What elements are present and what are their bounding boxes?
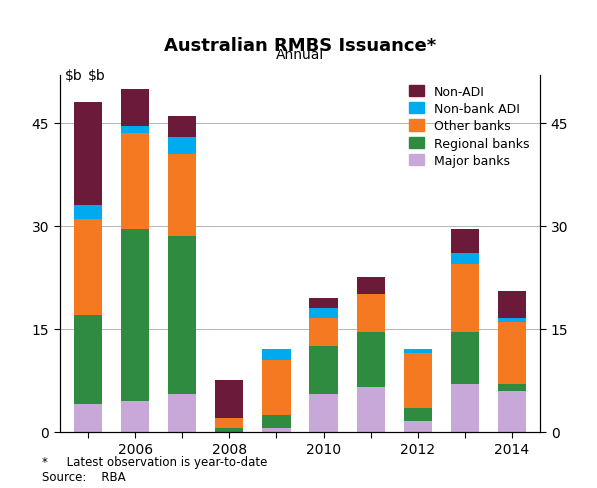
Bar (309, 308, 338, 319)
Bar (309, 319, 338, 346)
Bar (356, 387, 385, 432)
Bar (451, 230, 479, 254)
Bar (215, 418, 244, 428)
Bar (404, 353, 432, 408)
Bar (168, 117, 196, 137)
Text: Source:    RBA: Source: RBA (42, 470, 125, 483)
Bar (168, 137, 196, 154)
Text: $b: $b (64, 68, 82, 82)
Bar (215, 428, 244, 432)
Bar (498, 291, 526, 319)
Bar (121, 230, 149, 401)
Text: *     Latest observation is year-to-date: * Latest observation is year-to-date (42, 455, 267, 468)
Bar (262, 415, 291, 428)
Bar (262, 360, 291, 415)
Bar (74, 405, 102, 432)
Bar (74, 220, 102, 315)
Bar (498, 322, 526, 384)
Bar (356, 332, 385, 387)
Bar (356, 295, 385, 332)
Bar (498, 319, 526, 322)
Bar (121, 134, 149, 230)
Bar (404, 350, 432, 353)
Bar (74, 315, 102, 405)
Bar (404, 422, 432, 432)
Bar (168, 394, 196, 432)
Title: Australian RMBS Issuance*: Australian RMBS Issuance* (164, 37, 436, 55)
Bar (215, 381, 244, 418)
Bar (74, 206, 102, 220)
Bar (356, 278, 385, 295)
Bar (451, 332, 479, 384)
Bar (404, 408, 432, 422)
Bar (309, 346, 338, 394)
Bar (451, 384, 479, 432)
Bar (498, 384, 526, 391)
Bar (121, 401, 149, 432)
Bar (451, 254, 479, 264)
Bar (121, 89, 149, 127)
Bar (121, 127, 149, 134)
Legend: Non-ADI, Non-bank ADI, Other banks, Regional banks, Major banks: Non-ADI, Non-bank ADI, Other banks, Regi… (409, 85, 529, 168)
Bar (262, 428, 291, 432)
Text: Annual: Annual (276, 47, 324, 61)
Bar (168, 237, 196, 394)
Bar (451, 264, 479, 332)
Bar (168, 154, 196, 237)
Bar (309, 298, 338, 308)
Bar (309, 394, 338, 432)
Bar (498, 391, 526, 432)
Bar (74, 103, 102, 206)
Bar (262, 350, 291, 360)
Text: $b: $b (88, 68, 106, 82)
